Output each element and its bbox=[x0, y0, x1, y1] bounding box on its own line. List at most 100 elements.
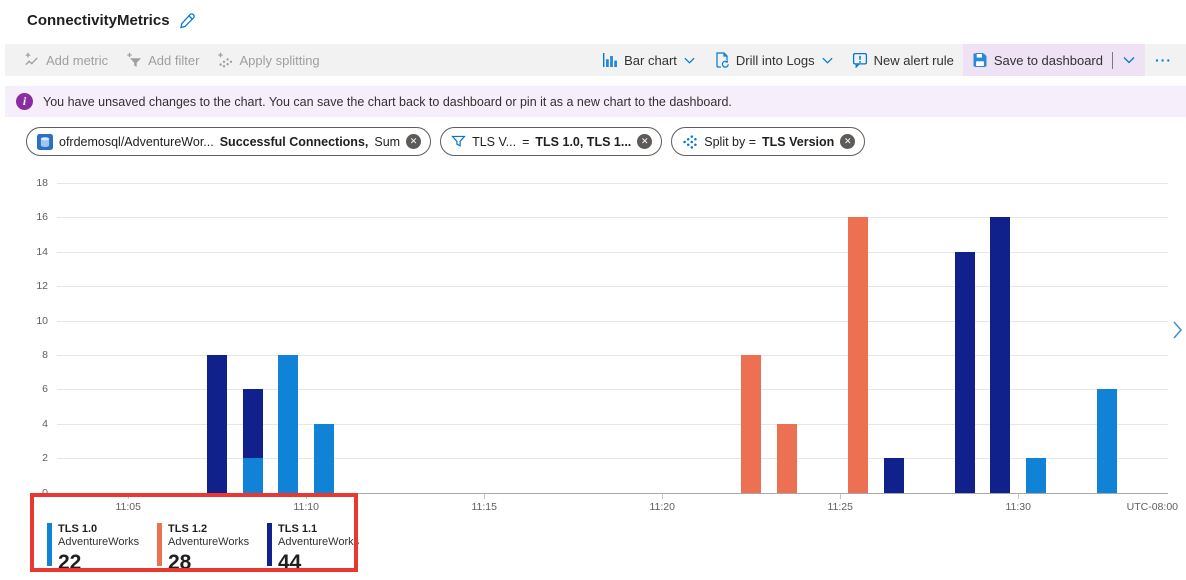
legend-color-bar bbox=[267, 523, 272, 566]
legend-text: TLS 1.1 AdventureWorks 44 bbox=[278, 523, 359, 574]
gridline bbox=[57, 389, 1168, 391]
x-axis-label: 11:05 bbox=[115, 500, 141, 513]
gridline bbox=[57, 251, 1168, 253]
add-metric-button[interactable]: Add metric bbox=[15, 44, 117, 76]
legend-total-value: 22 bbox=[58, 551, 82, 574]
bar-11:32-tls1.0[interactable] bbox=[1097, 389, 1118, 493]
y-axis-label: 8 bbox=[42, 349, 48, 361]
toolbar-right: Bar chart Drill into Logs New alert rule bbox=[593, 44, 1182, 76]
add-metric-label: Add metric bbox=[46, 52, 109, 68]
apply-splitting-button[interactable]: Apply splitting bbox=[208, 44, 328, 76]
chart-type-label: Bar chart bbox=[624, 52, 677, 68]
y-axis-label: 6 bbox=[42, 383, 48, 396]
y-axis-label: 12 bbox=[36, 280, 48, 293]
y-axis-label: 2 bbox=[42, 452, 48, 465]
legend-item-tls1.0[interactable]: TLS 1.0 AdventureWorks 22 bbox=[47, 523, 157, 574]
legend-series-name: TLS 1.0 bbox=[58, 523, 98, 535]
save-to-dashboard-button[interactable]: Save to dashboard bbox=[963, 44, 1112, 76]
remove-split-icon[interactable]: ✕ bbox=[840, 134, 856, 149]
gridline bbox=[57, 423, 1168, 425]
x-axis-label: 11:25 bbox=[827, 500, 853, 513]
bar-11:07-tls1.1[interactable] bbox=[207, 355, 228, 493]
y-axis-label: 18 bbox=[36, 177, 48, 189]
gridline bbox=[57, 217, 1168, 219]
bar-11:26-tls1.1[interactable] bbox=[883, 458, 904, 493]
filter-values: TLS 1.0, TLS 1... bbox=[535, 134, 632, 149]
chevron-down-icon bbox=[821, 54, 834, 67]
chart-toolbar: Add metric Add filter Apply splitting bbox=[5, 44, 1186, 76]
legend-resource-name: AdventureWorks bbox=[168, 536, 250, 548]
apply-splitting-icon bbox=[217, 52, 233, 68]
x-axis-label: 11:30 bbox=[1005, 500, 1031, 513]
remove-metric-icon[interactable]: ✕ bbox=[406, 134, 422, 149]
legend-item-tls1.2[interactable]: TLS 1.2 AdventureWorks 28 bbox=[157, 523, 267, 574]
bar-11:30-tls1.0[interactable] bbox=[1026, 458, 1046, 493]
split-label: Split by = bbox=[704, 134, 757, 149]
gridline bbox=[57, 320, 1168, 322]
x-axis-end-label: UTC-08:00 bbox=[1126, 500, 1178, 513]
gridline bbox=[57, 355, 1168, 356]
save-icon bbox=[972, 52, 988, 68]
add-filter-button[interactable]: Add filter bbox=[117, 44, 208, 76]
bar-11:29-tls1.1[interactable] bbox=[990, 217, 1011, 493]
info-icon: i bbox=[16, 93, 33, 110]
bar-11:28-tls1.1[interactable] bbox=[954, 251, 975, 493]
banner-text: You have unsaved changes to the chart. Y… bbox=[43, 94, 732, 109]
gridline bbox=[57, 286, 1168, 288]
x-axis-label: 11:10 bbox=[293, 500, 319, 513]
sql-database-icon bbox=[37, 133, 53, 150]
chevron-down-icon bbox=[683, 54, 696, 67]
add-filter-label: Add filter bbox=[148, 52, 200, 68]
drill-into-logs-icon bbox=[714, 52, 730, 68]
split-pill[interactable]: Split by = TLS Version ✕ bbox=[671, 127, 866, 156]
y-axis-label: 14 bbox=[36, 245, 48, 258]
save-options-chevron[interactable] bbox=[1113, 44, 1145, 76]
expand-right-icon[interactable] bbox=[1173, 320, 1183, 340]
more-options-button[interactable]: ··· bbox=[1145, 44, 1182, 76]
legend-text: TLS 1.2 AdventureWorks 28 bbox=[168, 523, 249, 574]
pill-row: ofrdemosql/AdventureWor... Successful Co… bbox=[26, 127, 866, 156]
x-axis-tick bbox=[1018, 493, 1020, 499]
legend-resource-name: AdventureWorks bbox=[278, 536, 360, 548]
new-alert-rule-button[interactable]: New alert rule bbox=[843, 44, 963, 76]
legend-item-tls1.1[interactable]: TLS 1.1 AdventureWorks 44 bbox=[267, 523, 377, 574]
toolbar-divider bbox=[1112, 51, 1113, 69]
legend-resource-name: AdventureWorks bbox=[58, 536, 140, 548]
legend-color-bar bbox=[47, 523, 52, 566]
bar-11:22-tls1.2[interactable] bbox=[741, 355, 762, 493]
drill-into-logs-label: Drill into Logs bbox=[735, 52, 815, 68]
save-to-dashboard-group: Save to dashboard bbox=[962, 44, 1145, 76]
gridline bbox=[57, 183, 1168, 184]
gridline bbox=[57, 458, 1168, 460]
filter-property: TLS V... bbox=[472, 134, 517, 149]
bar-11:09-tls1.0[interactable] bbox=[278, 355, 299, 493]
toolbar-left: Add metric Add filter Apply splitting bbox=[15, 44, 329, 76]
remove-filter-icon[interactable]: ✕ bbox=[637, 134, 653, 149]
bar-11:08-tls1.1[interactable] bbox=[242, 389, 263, 459]
filter-pill[interactable]: TLS V... = TLS 1.0, TLS 1... ✕ bbox=[440, 127, 663, 156]
new-alert-rule-label: New alert rule bbox=[873, 52, 954, 68]
legend-series-name: TLS 1.1 bbox=[278, 523, 318, 535]
bar-11:25-tls1.2[interactable] bbox=[848, 217, 868, 493]
split-icon bbox=[682, 134, 698, 150]
filter-icon bbox=[451, 134, 466, 149]
metrics-chart: 18 16 14 12 10 8 6 4 2 0 11:05 11:10 11:15 11:20 11:25… bbox=[0, 165, 1186, 580]
metric-name: Successful Connections, bbox=[219, 134, 369, 149]
metric-pill[interactable]: ofrdemosql/AdventureWor... Successful Co… bbox=[26, 127, 432, 156]
legend-text: TLS 1.0 AdventureWorks 22 bbox=[58, 523, 139, 574]
bar-11:08-tls1.0[interactable] bbox=[242, 458, 263, 493]
bar-11:10-tls1.0[interactable] bbox=[314, 423, 334, 493]
y-axis-label: 16 bbox=[36, 211, 48, 224]
new-alert-rule-icon bbox=[852, 52, 868, 68]
x-axis-tick bbox=[484, 493, 486, 499]
drill-into-logs-button[interactable]: Drill into Logs bbox=[705, 44, 843, 76]
bar-11:23-tls1.2[interactable] bbox=[776, 423, 797, 493]
legend-total-value: 28 bbox=[168, 551, 192, 574]
add-filter-icon bbox=[126, 52, 142, 68]
chart-type-select[interactable]: Bar chart bbox=[593, 44, 705, 76]
edit-title-icon[interactable] bbox=[179, 12, 196, 29]
metric-scope: ofrdemosql/AdventureWor... bbox=[59, 134, 214, 149]
split-value: TLS Version bbox=[762, 134, 835, 149]
legend-color-bar bbox=[157, 523, 162, 566]
